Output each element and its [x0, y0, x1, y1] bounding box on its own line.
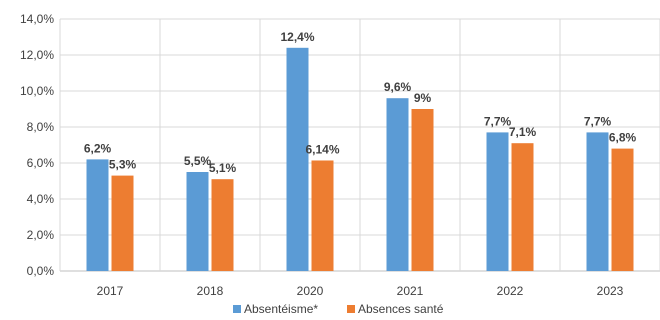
bars	[86, 47, 634, 271]
x-tick-label: 2022	[497, 284, 524, 298]
data-labels: 6,2%5,3% 5,5%5,1%12,4%6,14%9,6%9%7,7%7,1%…	[84, 30, 637, 175]
data-label: 6,8%	[609, 131, 637, 145]
data-label: 7,7%	[484, 114, 512, 128]
x-axis: 2017 2018 2020 2021 2022 2023	[97, 284, 624, 298]
legend-label: Absences santé	[358, 302, 444, 316]
bar	[186, 172, 209, 271]
y-tick-label: 6,0%	[27, 156, 55, 170]
bar	[311, 160, 334, 271]
bar	[486, 132, 509, 271]
y-tick-label: 0,0%	[27, 264, 55, 278]
y-tick-label: 8,0%	[27, 120, 55, 134]
legend-swatch	[233, 305, 241, 313]
y-tick-label: 2,0%	[27, 228, 55, 242]
bar	[611, 148, 634, 271]
x-tick-label: 2017	[97, 284, 124, 298]
legend-swatch	[347, 305, 355, 313]
bar	[211, 179, 234, 271]
bar	[111, 175, 134, 271]
bar	[86, 159, 109, 271]
y-axis: 0,0% 2,0% 4,0% 6,0% 8,0% 10,0% 12,0% 14,0%	[20, 12, 54, 278]
data-label: 6,2%	[84, 141, 112, 155]
x-tick-label: 2020	[297, 284, 324, 298]
bar	[411, 109, 434, 271]
data-label: 5,3%	[109, 158, 137, 172]
data-label: 12,4%	[280, 30, 314, 44]
data-label: 7,7%	[584, 114, 612, 128]
data-label: 6,14%	[305, 142, 339, 156]
gridlines	[59, 18, 660, 272]
data-label: 9,6%	[384, 80, 412, 94]
data-label: 9%	[414, 91, 432, 105]
bar	[386, 98, 409, 271]
bar	[511, 143, 534, 271]
bar	[286, 47, 309, 271]
x-tick-label: 2021	[397, 284, 424, 298]
data-label: 7,1%	[509, 125, 537, 139]
data-label: 5,1%	[209, 161, 237, 175]
bar	[586, 132, 609, 271]
x-tick-label: 2018	[197, 284, 224, 298]
y-tick-label: 4,0%	[27, 192, 55, 206]
data-label: 5,5%	[184, 154, 212, 168]
y-tick-label: 12,0%	[20, 48, 54, 62]
x-tick-label: 2023	[597, 284, 624, 298]
legend-label: Absentéisme*	[244, 302, 318, 316]
y-tick-label: 10,0%	[20, 84, 54, 98]
y-tick-label: 14,0%	[20, 12, 54, 26]
legend: Absentéisme* Absences santé	[233, 302, 444, 316]
